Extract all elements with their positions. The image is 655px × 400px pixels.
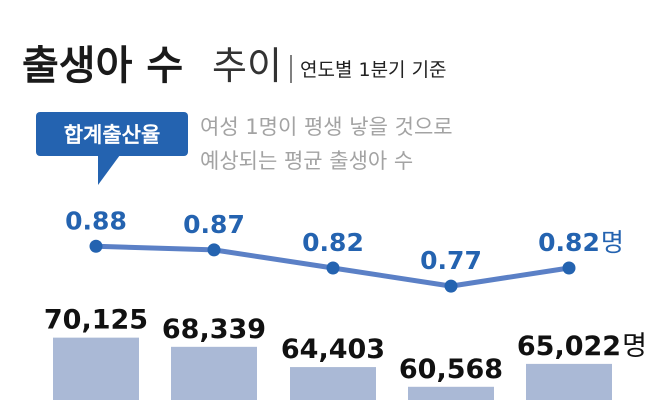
rate-value-label: 0.82 bbox=[538, 228, 600, 257]
births-bar bbox=[408, 386, 494, 400]
births-bar bbox=[290, 367, 376, 400]
births-bar bbox=[53, 337, 139, 400]
births-bar bbox=[171, 346, 257, 400]
rate-badge-pointer bbox=[98, 155, 120, 185]
rate-value-label: 0.87 bbox=[183, 210, 245, 239]
rate-unit-label: 명 bbox=[601, 228, 624, 257]
rate-point bbox=[326, 261, 340, 275]
births-value-label: 70,125 bbox=[44, 305, 148, 336]
rate-badge bbox=[36, 112, 188, 156]
header: 출생아 수 추이 연도별 1분기 기준 bbox=[22, 43, 447, 89]
rate-point bbox=[562, 261, 576, 275]
rate-legend: 합계출산율 여성 1명이 평생 낳을 것으로 예상되는 평균 출생아 수 bbox=[36, 112, 453, 185]
rate-description-line1: 여성 1명이 평생 낳을 것으로 bbox=[200, 115, 453, 139]
births-value-label: 65,022 bbox=[517, 331, 621, 362]
rate-value-label: 0.77 bbox=[420, 246, 482, 275]
chart-title-sub: 추이 bbox=[212, 44, 282, 88]
rate-badge-label: 합계출산율 bbox=[64, 123, 161, 147]
fertility-rate-line-chart: 0.88 0.870.820.770.82 명 bbox=[65, 206, 624, 293]
period-label: 연도별 1분기 기준 bbox=[300, 59, 447, 81]
births-value-label: 60,568 bbox=[399, 354, 503, 385]
births-bar-chart: 70,125 68,339 64,403 60,568 65,022 명 bbox=[44, 305, 647, 400]
rate-value-label: 0.82 bbox=[302, 228, 364, 257]
chart-title: 출생아 수 bbox=[22, 43, 183, 89]
rate-value-label: 0.88 bbox=[65, 206, 127, 235]
rate-point bbox=[444, 279, 458, 293]
births-bar bbox=[526, 363, 612, 400]
rate-point bbox=[207, 243, 221, 257]
rate-point bbox=[89, 239, 103, 253]
births-value-label: 68,339 bbox=[162, 314, 266, 345]
births-unit-label: 명 bbox=[622, 331, 647, 362]
rate-description-line2: 예상되는 평균 출생아 수 bbox=[200, 149, 413, 173]
births-value-label: 64,403 bbox=[281, 334, 385, 365]
